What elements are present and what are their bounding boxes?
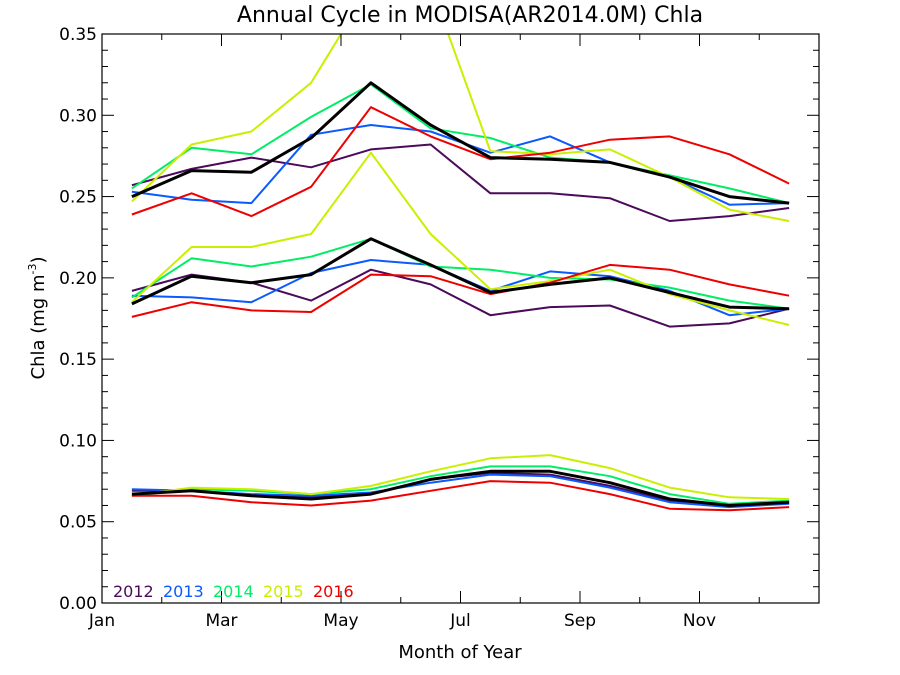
series-line-2015-middle [131, 151, 790, 326]
mean-line-upper [131, 81, 790, 205]
y-axis-label-main: Chla (mg m [28, 275, 49, 380]
series-line-2016-lower [131, 480, 790, 512]
plot-frame [101, 33, 820, 604]
series-line-2012-upper [131, 143, 790, 222]
legend-label-2014: 2014 [213, 582, 254, 601]
y-tick-label: 0.20 [59, 269, 97, 289]
y-tick-label: 0.15 [59, 350, 97, 370]
series-line-2014-lower [131, 465, 790, 505]
x-axis-label: Month of Year [398, 642, 522, 663]
y-axis-label: Chla (mg m-3) [26, 257, 49, 380]
x-tick-label: Nov [683, 611, 716, 631]
y-tick-label: 0.00 [59, 594, 97, 614]
mean-line-middle [131, 237, 790, 311]
series-line-2014-upper [131, 83, 790, 205]
x-tick-label: Jan [88, 611, 115, 631]
x-tick-label: May [323, 611, 358, 631]
x-tick-label: Mar [205, 611, 237, 631]
y-tick-label: 0.05 [59, 513, 97, 533]
series-line-2014-middle [131, 237, 790, 310]
ticks-layer: Jan Mar May Jul Sep Nov 0.00 0.05 0.10 0.15 0.20 0.… [59, 25, 819, 631]
series-line-2016-middle [131, 263, 790, 318]
series-line-2015-upper [131, 34, 790, 222]
series-line-2015-lower [131, 454, 790, 500]
y-tick-label: 0.30 [59, 106, 97, 126]
x-tick-label: Sep [564, 611, 596, 631]
y-tick-label: 0.10 [59, 431, 97, 451]
mean-line-lower [131, 469, 790, 507]
y-axis-label-close: ) [28, 257, 49, 264]
y-tick-label: 0.25 [59, 188, 97, 208]
y-tick-label: 0.35 [59, 25, 97, 45]
legend: 2012 2013 2014 2015 2016 [113, 582, 354, 601]
series-layer [131, 34, 790, 512]
legend-label-2015: 2015 [263, 582, 304, 601]
y-axis-label-superscript: -3 [26, 264, 39, 275]
series-line-2016-upper [131, 106, 790, 218]
x-tick-label: Jul [449, 611, 471, 631]
legend-label-2012: 2012 [113, 582, 154, 601]
legend-label-2013: 2013 [163, 582, 204, 601]
chart-title: Annual Cycle in MODISA(AR2014.0M) Chla [237, 3, 703, 28]
legend-label-2016: 2016 [313, 582, 354, 601]
